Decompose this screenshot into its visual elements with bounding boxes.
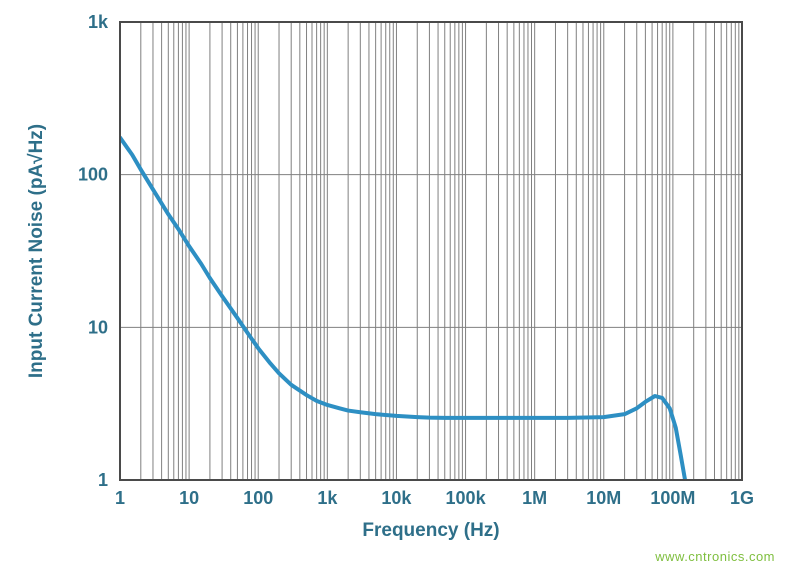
svg-text:10M: 10M bbox=[586, 488, 621, 508]
svg-text:Frequency (Hz): Frequency (Hz) bbox=[362, 520, 499, 541]
svg-text:10: 10 bbox=[179, 488, 199, 508]
svg-text:1k: 1k bbox=[317, 488, 338, 508]
svg-text:1k: 1k bbox=[88, 12, 109, 32]
svg-text:1M: 1M bbox=[522, 488, 547, 508]
svg-text:Input Current Noise (pA√Hz): Input Current Noise (pA√Hz) bbox=[26, 124, 47, 378]
svg-text:1: 1 bbox=[115, 488, 125, 508]
chart-svg: 1 10 100 1k 10k 100k 1M 10M 100M 1G 1 10 100 1k Freque… bbox=[0, 0, 787, 578]
svg-text:1: 1 bbox=[98, 470, 108, 490]
page-root: 1 10 100 1k 10k 100k 1M 10M 100M 1G 1 10 100 1k Freque… bbox=[0, 0, 787, 578]
svg-text:10: 10 bbox=[88, 317, 108, 337]
svg-text:100: 100 bbox=[243, 488, 273, 508]
svg-text:100: 100 bbox=[78, 165, 108, 185]
svg-text:10k: 10k bbox=[381, 488, 412, 508]
watermark-text: www.cntronics.com bbox=[655, 549, 775, 564]
svg-text:100k: 100k bbox=[446, 488, 487, 508]
svg-text:1G: 1G bbox=[730, 488, 754, 508]
svg-text:100M: 100M bbox=[650, 488, 695, 508]
noise-chart: 1 10 100 1k 10k 100k 1M 10M 100M 1G 1 10 100 1k Freque… bbox=[0, 0, 787, 578]
